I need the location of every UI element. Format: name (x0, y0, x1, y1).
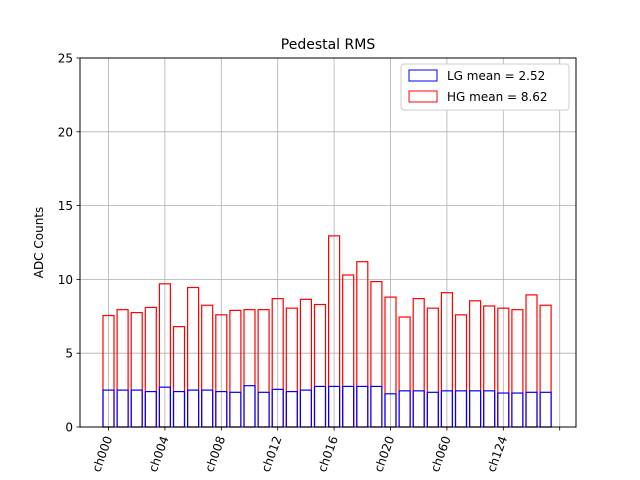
legend-label-hg: HG mean = 8.62 (447, 90, 548, 104)
plot-frame (79, 57, 577, 428)
y-tick-label: 25 (58, 52, 73, 66)
chart-title: Pedestal RMS (281, 37, 376, 53)
y-tick-label: 10 (58, 273, 73, 287)
y-tick-label: 20 (58, 125, 73, 139)
legend-label-lg: LG mean = 2.52 (447, 69, 545, 83)
legend: LG mean = 2.52 HG mean = 8.62 (400, 63, 570, 111)
y-tick-label: 5 (65, 347, 73, 361)
grid (80, 57, 576, 428)
legend-swatch-lg (408, 69, 438, 82)
y-axis: 0 5 10 15 20 25 (58, 52, 80, 435)
legend-box (400, 63, 570, 111)
y-tick-label: 0 (65, 421, 73, 435)
y-tick-label: 15 (58, 199, 73, 213)
legend-swatch-hg (408, 90, 438, 103)
y-axis-label: ADC Counts (32, 207, 46, 279)
